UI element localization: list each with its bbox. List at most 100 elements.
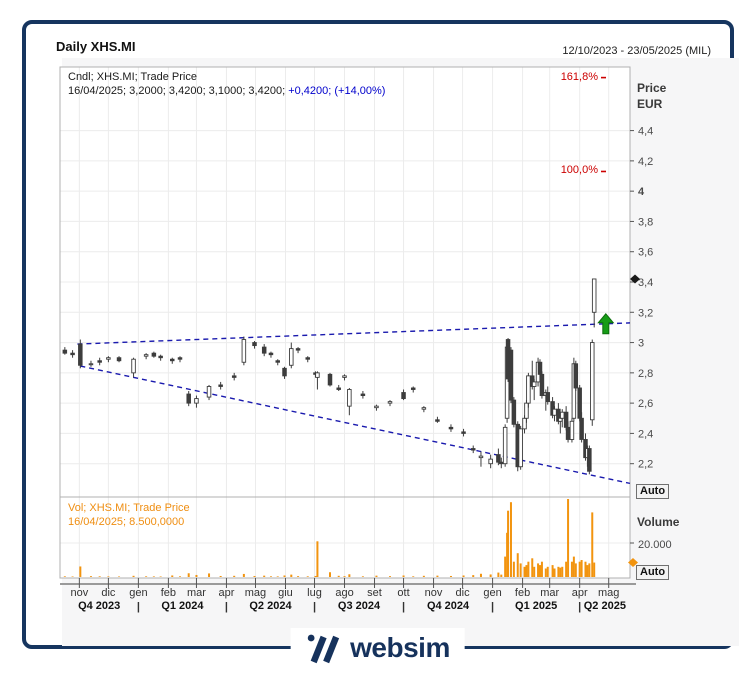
candle bbox=[347, 389, 352, 407]
candle bbox=[499, 461, 504, 465]
volume-bar bbox=[276, 576, 279, 577]
candle bbox=[231, 375, 237, 378]
candle bbox=[170, 358, 175, 362]
candle bbox=[78, 343, 83, 366]
candle bbox=[591, 278, 597, 313]
volume-bar bbox=[107, 576, 110, 577]
volume-bar bbox=[519, 563, 522, 577]
svg-text:Q1 2025: Q1 2025 bbox=[515, 600, 557, 612]
svg-text:mar: mar bbox=[187, 587, 206, 599]
volume-bar bbox=[283, 575, 286, 577]
svg-text:Q2 2025: Q2 2025 bbox=[584, 600, 626, 612]
volume-bar bbox=[567, 499, 570, 577]
volume-bar bbox=[361, 576, 364, 577]
fib-level-100-label: 100,0% bbox=[560, 164, 598, 177]
volume-bar bbox=[118, 576, 121, 577]
candle bbox=[177, 357, 183, 360]
candle bbox=[268, 352, 274, 356]
candle bbox=[315, 372, 320, 378]
volume-bar bbox=[98, 576, 101, 577]
candle bbox=[563, 411, 569, 428]
candle bbox=[275, 360, 280, 363]
candle bbox=[97, 360, 102, 363]
volume-bar bbox=[557, 566, 560, 577]
candle bbox=[590, 342, 595, 421]
volume-bar bbox=[306, 576, 309, 577]
candle bbox=[496, 454, 501, 463]
volume-bar bbox=[63, 576, 66, 577]
candle bbox=[151, 352, 157, 357]
volume-legend-series-line: Vol; XHS.MI; Trade Price bbox=[68, 502, 190, 514]
volume-bar bbox=[489, 574, 492, 577]
volume-bar bbox=[219, 575, 222, 577]
candle bbox=[116, 357, 122, 362]
candle bbox=[106, 357, 111, 360]
candle bbox=[186, 393, 191, 404]
volume-bar bbox=[412, 576, 415, 577]
svg-text:4,4: 4,4 bbox=[638, 126, 653, 138]
svg-text:3,2: 3,2 bbox=[638, 307, 653, 319]
svg-text:3: 3 bbox=[638, 338, 644, 350]
websim-logo-icon bbox=[307, 634, 339, 664]
svg-text:feb: feb bbox=[515, 587, 530, 599]
volume-bar bbox=[269, 576, 272, 577]
volume-bar bbox=[512, 561, 515, 577]
svg-text:2,6: 2,6 bbox=[638, 398, 653, 410]
candle bbox=[360, 393, 366, 397]
candle bbox=[206, 386, 212, 398]
svg-text:4: 4 bbox=[638, 186, 645, 198]
volume-bar bbox=[509, 502, 512, 577]
volume-bar bbox=[179, 576, 181, 577]
candle bbox=[336, 387, 341, 390]
candle bbox=[573, 363, 579, 389]
volume-bar bbox=[242, 573, 245, 577]
candlestick-series[interactable] bbox=[62, 278, 597, 475]
candle bbox=[539, 373, 545, 397]
candle bbox=[565, 426, 571, 440]
svg-text:apr: apr bbox=[572, 587, 588, 599]
volume-bar bbox=[290, 574, 293, 577]
legend-series-line: Cndl; XHS.MI; Trade Price bbox=[68, 71, 197, 83]
svg-text:3,4: 3,4 bbox=[638, 277, 653, 289]
volume-series[interactable] bbox=[63, 499, 596, 577]
volume-bar bbox=[574, 563, 577, 577]
candle bbox=[531, 381, 537, 387]
buy-signal-arrow-icon bbox=[597, 313, 615, 335]
price-axis[interactable]: 4,4 4,2 4 3,8 3,6 3,4 3,2 3 2,8 2,6 2,4 2,2 bbox=[630, 126, 653, 544]
svg-text:|: | bbox=[313, 601, 316, 613]
candle bbox=[488, 458, 493, 465]
volume-bar bbox=[504, 556, 507, 577]
volume-axis-auto-button[interactable]: Auto bbox=[636, 565, 670, 580]
volume-bar bbox=[525, 565, 528, 577]
price-axis-auto-button[interactable]: Auto bbox=[636, 484, 670, 499]
volume-bar bbox=[544, 568, 547, 577]
candle bbox=[261, 346, 267, 354]
candle bbox=[62, 349, 68, 354]
websim-logo: websim bbox=[290, 628, 465, 668]
upper-wedge bbox=[77, 322, 631, 345]
last-price-marker-icon bbox=[630, 274, 640, 284]
volume-bar bbox=[449, 575, 452, 577]
candle bbox=[448, 426, 454, 430]
volume-bar bbox=[316, 541, 319, 577]
volume-legend-value-line: 16/04/2025; 8.500,0000 bbox=[68, 516, 185, 528]
volume-bar bbox=[171, 575, 174, 577]
volume-bar bbox=[500, 574, 503, 577]
svg-text:nov: nov bbox=[70, 587, 88, 599]
time-axis[interactable]: nov dic gen feb mar apr mag giu lug ago set ott nov d… bbox=[70, 578, 626, 613]
candle bbox=[342, 375, 347, 378]
volume-bar bbox=[588, 563, 591, 577]
candle bbox=[577, 387, 582, 419]
candle bbox=[387, 401, 393, 404]
candle bbox=[558, 417, 563, 422]
volume-bar bbox=[593, 562, 596, 577]
candle bbox=[518, 428, 523, 468]
svg-text:2,4: 2,4 bbox=[638, 428, 653, 440]
date-range-label: 12/10/2023 - 23/05/2025 (MIL) bbox=[562, 45, 711, 57]
trendlines[interactable] bbox=[77, 322, 631, 485]
candle bbox=[289, 348, 294, 366]
candle bbox=[401, 392, 406, 400]
volume-bar bbox=[559, 567, 562, 577]
